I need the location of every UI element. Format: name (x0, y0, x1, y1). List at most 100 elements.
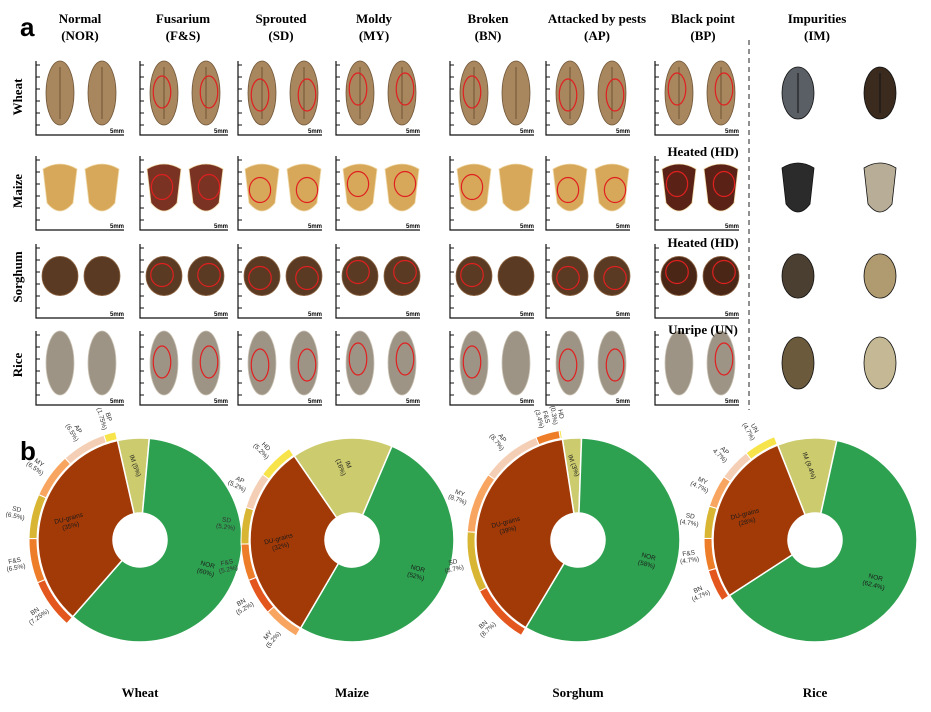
outer-segment-label: BN(5.2%) (231, 595, 255, 617)
row-label: Maize (10, 174, 25, 208)
scale-label: 5mm (110, 129, 124, 135)
defect-outline (295, 265, 319, 291)
scale-label: 5mm (308, 129, 322, 135)
defect-outline (346, 259, 370, 285)
defect-outline (605, 348, 625, 382)
grain-image: 5mm (449, 330, 534, 406)
column-header-name: Impurities (788, 11, 847, 26)
chart-title-wheat: Wheat (122, 685, 160, 700)
column-header-code: (AP) (584, 28, 610, 43)
scale-axis (545, 156, 630, 231)
defect-outline (348, 342, 368, 376)
outer-ring-segment (36, 579, 73, 625)
defect-outline (346, 170, 370, 198)
outer-ring-segment (240, 506, 255, 545)
scale-label: 5mm (406, 224, 420, 230)
scale-label: 5mm (616, 129, 630, 135)
scale-label: 5mm (725, 312, 739, 318)
scale-label: 5mm (520, 399, 534, 405)
scale-axis (335, 331, 420, 406)
grain-image: 5mm (545, 60, 630, 136)
scale-axis (35, 244, 124, 319)
grain-kernel (661, 163, 697, 212)
outer-ring-segment (247, 576, 275, 613)
scale-label: 5mm (214, 129, 228, 135)
defect-outline (248, 265, 272, 291)
column-header-name: Black point (671, 11, 736, 26)
slice-nor (299, 445, 455, 643)
scale-label: 5mm (616, 312, 630, 318)
defect-outline (712, 170, 736, 198)
grain-image: 5mm (35, 244, 124, 319)
grain-image: 5mm (654, 244, 740, 319)
grain-kernel (383, 256, 421, 296)
panel-a-letter: a (20, 12, 35, 42)
donut-chart: IM(16%)NOR(52%)DU-grains(32%)HD(5.2%)AP(… (216, 437, 455, 649)
scale-axis (654, 244, 739, 319)
grain-image: 5mm (654, 60, 739, 136)
outer-ring-segment (745, 436, 778, 460)
defect-outline (556, 265, 580, 291)
outer-ring-segment (708, 476, 731, 510)
slice-label: NOR(60%) (196, 559, 217, 578)
grain-image: 5mm (139, 60, 228, 136)
grain-image: 5mm (139, 330, 228, 406)
outer-segment-label: BP(1.75%) (95, 405, 115, 431)
panel-b-letter: b (20, 436, 36, 466)
outer-ring-segment (64, 434, 107, 465)
grain-kernel (41, 256, 79, 296)
grain-kernel (594, 163, 630, 212)
outer-segment-label: F&S(5.2%) (217, 557, 239, 575)
scale-axis (654, 61, 739, 136)
grain-kernel (42, 163, 78, 212)
grain-kernel (660, 256, 698, 296)
chart-title-maize: Maize (335, 685, 369, 700)
defect-outline (558, 78, 578, 112)
outer-segment-label: F&S(3.4%) (533, 407, 552, 429)
defect-outline (558, 348, 578, 382)
grain-kernel (702, 256, 740, 296)
defect-outline (605, 78, 625, 112)
outer-segment-label: HD(5.2%) (252, 437, 275, 460)
grain-kernel (345, 330, 375, 396)
outer-segment-label: AP4.7%) (711, 442, 733, 464)
defect-outline (348, 72, 368, 106)
grain-kernel (285, 256, 323, 296)
outer-segment-label: MY(8.7%) (447, 487, 470, 507)
outer-ring-segment (261, 447, 295, 480)
outer-segment-label: AP(8.7%) (488, 428, 511, 452)
defect-outline (393, 259, 417, 285)
defect-outline (462, 345, 482, 379)
scale-label: 5mm (520, 129, 534, 135)
grain-kernel (863, 253, 897, 299)
column-header-name: Fusarium (156, 11, 210, 26)
scale-label: 5mm (725, 399, 739, 405)
column-header-code: (SD) (268, 28, 293, 43)
grain-kernel (456, 163, 492, 212)
grain-image (781, 162, 897, 213)
grain-image: 5mm (35, 330, 124, 406)
column-header-code: (BN) (475, 28, 502, 43)
defect-outline (197, 262, 221, 288)
defect-outline (393, 170, 417, 198)
grain-kernel (863, 162, 897, 213)
column-header-name: Moldy (356, 11, 393, 26)
grain-kernel (341, 256, 379, 296)
scale-label: 5mm (520, 224, 534, 230)
grain-kernel (45, 330, 75, 396)
scale-axis (449, 156, 534, 231)
column-header-code: (F&S) (166, 28, 201, 43)
outer-segment-label: UN(4.7%) (741, 418, 763, 442)
grain-image: 5mm (237, 244, 323, 319)
chart-title-rice: Rice (803, 685, 828, 700)
outer-segment-label: MY(4.7%) (689, 474, 712, 495)
sublabel-maize-heated: Heated (HD) (667, 144, 738, 159)
slice-label: NOR(58%) (637, 551, 658, 570)
outer-ring-segment (723, 452, 752, 483)
outer-ring-segment (240, 543, 257, 582)
slice-label: NOR(52%) (406, 563, 427, 582)
outer-ring-segment (266, 606, 301, 637)
scale-label: 5mm (308, 399, 322, 405)
grain-kernel (555, 330, 585, 396)
